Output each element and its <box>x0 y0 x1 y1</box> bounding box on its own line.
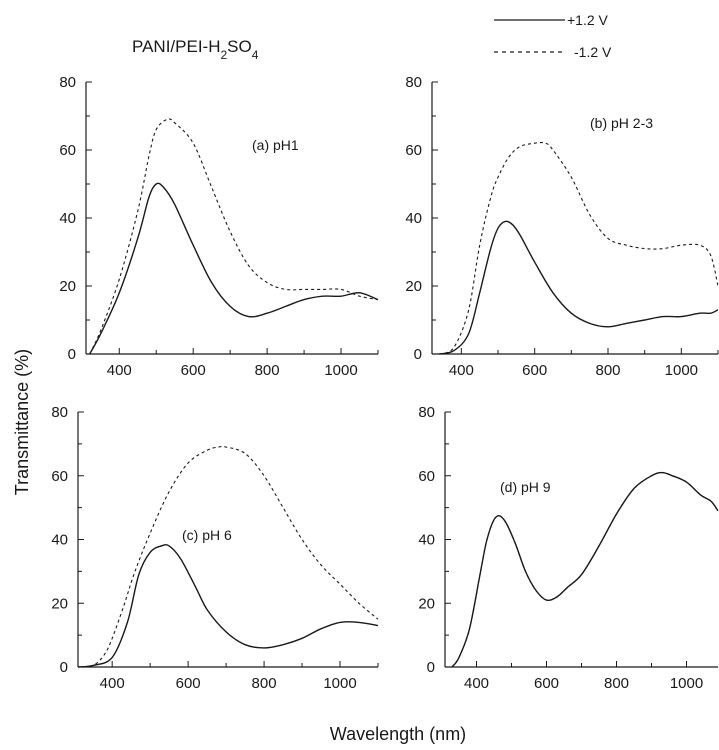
y-tick-label: 20 <box>405 278 422 295</box>
series-line-minus-1-2v <box>439 142 719 355</box>
series-line-minus-1-2v <box>77 445 379 668</box>
y-tick-label: 80 <box>59 74 76 91</box>
y-tick-label: 60 <box>51 468 68 485</box>
x-tick-label: 1000 <box>665 362 698 379</box>
x-tick-label: 400 <box>464 675 489 692</box>
series-line-plus-1-2v <box>77 543 379 668</box>
y-tick-label: 20 <box>59 278 76 295</box>
y-tick-label: 20 <box>51 595 68 612</box>
panel-c: 0 20 40 60 80 400 600 800 1000 (c) pH 6 <box>51 404 379 692</box>
x-axis-title: Wavelength (nm) <box>330 724 466 744</box>
series-line-minus-1-2v <box>89 118 379 355</box>
y-tick-label: 40 <box>405 210 422 227</box>
series-line-plus-1-2v <box>451 471 719 668</box>
y-tick-label: 40 <box>51 532 68 549</box>
y-tick-label: 40 <box>418 532 435 549</box>
x-tick-label: 1000 <box>670 675 703 692</box>
y-tick-label: 20 <box>418 595 435 612</box>
panel-label: (d) pH 9 <box>500 479 551 495</box>
panel-d: 0 20 40 60 80 400 600 800 1000 (d) pH 9 <box>418 404 719 692</box>
y-tick-label: 60 <box>59 142 76 159</box>
series-line-plus-1-2v <box>439 220 719 355</box>
title-mid: SO <box>227 37 252 56</box>
legend-label-minus: -1.2 V <box>574 44 612 60</box>
y-axis-title: Transmittance (%) <box>12 349 32 495</box>
title-sub-2: 2 <box>220 48 227 62</box>
series-line-plus-1-2v <box>89 182 379 355</box>
title-sub-4: 4 <box>252 48 259 62</box>
y-tick-label: 0 <box>427 659 435 676</box>
x-tick-label: 600 <box>522 362 547 379</box>
y-tick-label: 0 <box>60 659 68 676</box>
legend-label-plus: +1.2 V <box>567 12 609 28</box>
y-tick-label: 60 <box>405 142 422 159</box>
y-tick-label: 60 <box>418 468 435 485</box>
x-tick-label: 800 <box>255 362 280 379</box>
y-tick-label: 0 <box>414 346 422 363</box>
y-tick-label: 40 <box>59 210 76 227</box>
y-tick-label: 0 <box>68 346 76 363</box>
panel-label: (c) pH 6 <box>182 527 232 543</box>
y-tick-label: 80 <box>405 74 422 91</box>
x-tick-label: 1000 <box>323 675 356 692</box>
figure-title: PANI/PEI-H2SO4 <box>132 37 259 62</box>
x-tick-label: 600 <box>181 362 206 379</box>
panel-a: 0 20 40 60 80 400 600 800 1000 (a) pH1 <box>59 74 379 379</box>
series-line-minus-1-2v <box>451 472 719 668</box>
x-tick-label: 400 <box>107 362 132 379</box>
x-tick-label: 800 <box>595 362 620 379</box>
panel-label: (a) pH1 <box>252 137 299 153</box>
x-tick-label: 400 <box>449 362 474 379</box>
x-tick-label: 800 <box>604 675 629 692</box>
title-main: PANI/PEI-H <box>132 37 220 56</box>
x-tick-label: 800 <box>252 675 277 692</box>
x-tick-label: 600 <box>534 675 559 692</box>
y-tick-label: 80 <box>418 404 435 421</box>
legend: +1.2 V -1.2 V <box>494 12 612 60</box>
panel-label: (b) pH 2-3 <box>590 115 653 131</box>
x-tick-label: 600 <box>176 675 201 692</box>
x-tick-label: 400 <box>100 675 125 692</box>
y-tick-label: 80 <box>51 404 68 421</box>
panel-b: 0 20 40 60 80 400 600 800 1000 (b) pH 2-3 <box>405 74 719 379</box>
x-tick-label: 1000 <box>324 362 357 379</box>
